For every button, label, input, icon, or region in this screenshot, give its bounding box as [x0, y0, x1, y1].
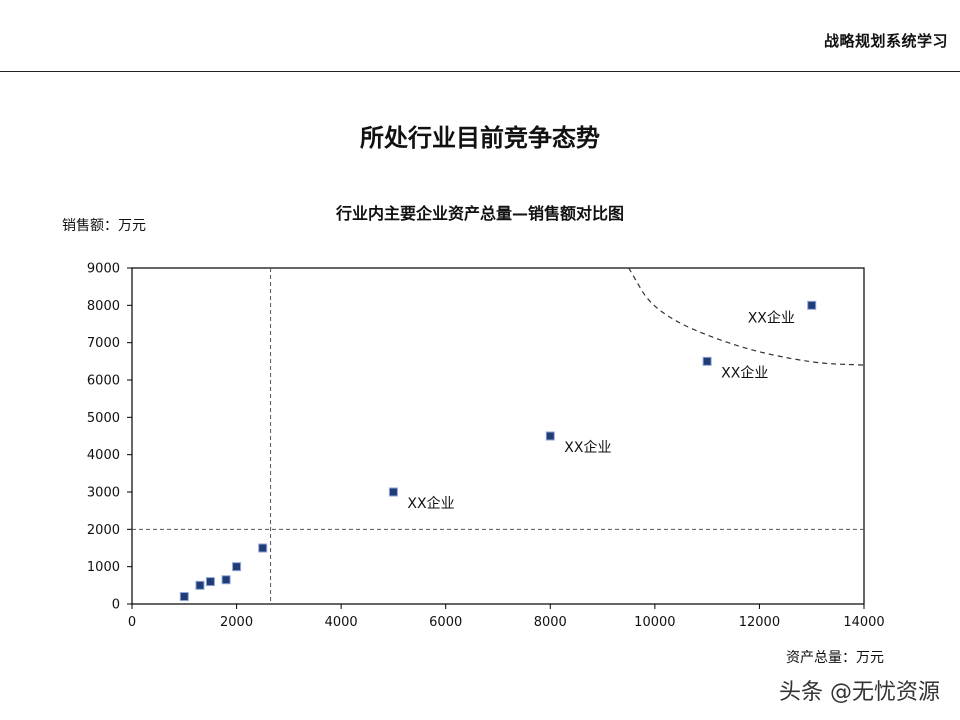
data-point — [232, 562, 242, 572]
chart-title: 行业内主要企业资产总量—销售额对比图 — [335, 204, 624, 223]
y-axis-label: 销售额：万元 — [62, 218, 146, 234]
watermark: 头条 @无忧资源 — [779, 680, 940, 705]
data-point — [807, 300, 817, 310]
y-tick-label: 6000 — [87, 374, 120, 389]
y-tick-label: 8000 — [87, 299, 120, 314]
data-label: XX企业 — [407, 495, 454, 512]
y-tick-label: 0 — [112, 598, 120, 613]
x-tick-label: 8000 — [534, 615, 567, 630]
data-point — [221, 575, 231, 585]
header-divider — [0, 71, 960, 72]
x-tick-label: 2000 — [220, 615, 253, 630]
leader-zone-curve — [628, 267, 865, 366]
data-label: XX企业 — [748, 309, 795, 326]
data-point — [195, 580, 205, 590]
plot-frame — [131, 267, 865, 605]
y-tick-label: 5000 — [87, 411, 120, 426]
x-axis-label: 资产总量：万元 — [786, 650, 884, 666]
y-tick-label: 2000 — [87, 523, 120, 538]
x-tick-label: 0 — [128, 615, 136, 630]
data-point — [258, 543, 268, 553]
y-tick-label: 3000 — [87, 486, 120, 501]
x-tick-label: 6000 — [429, 615, 462, 630]
y-tick-label: 9000 — [87, 262, 120, 277]
header-title: 战略规划系统学习 — [823, 32, 948, 50]
data-label: XX企业 — [564, 439, 611, 456]
data-point — [179, 592, 189, 602]
y-tick-label: 7000 — [87, 336, 120, 351]
x-tick-label: 4000 — [325, 615, 358, 630]
x-tick-label: 12000 — [739, 615, 780, 630]
y-tick-label: 1000 — [87, 560, 120, 575]
y-tick-label: 4000 — [87, 448, 120, 463]
data-point — [545, 431, 555, 441]
x-tick-label: 10000 — [634, 615, 675, 630]
data-point — [205, 577, 215, 587]
data-point — [388, 487, 398, 497]
page-title: 所处行业目前竞争态势 — [360, 124, 600, 152]
data-label: XX企业 — [721, 364, 768, 381]
data-point — [702, 356, 712, 366]
x-tick-label: 14000 — [843, 615, 884, 630]
